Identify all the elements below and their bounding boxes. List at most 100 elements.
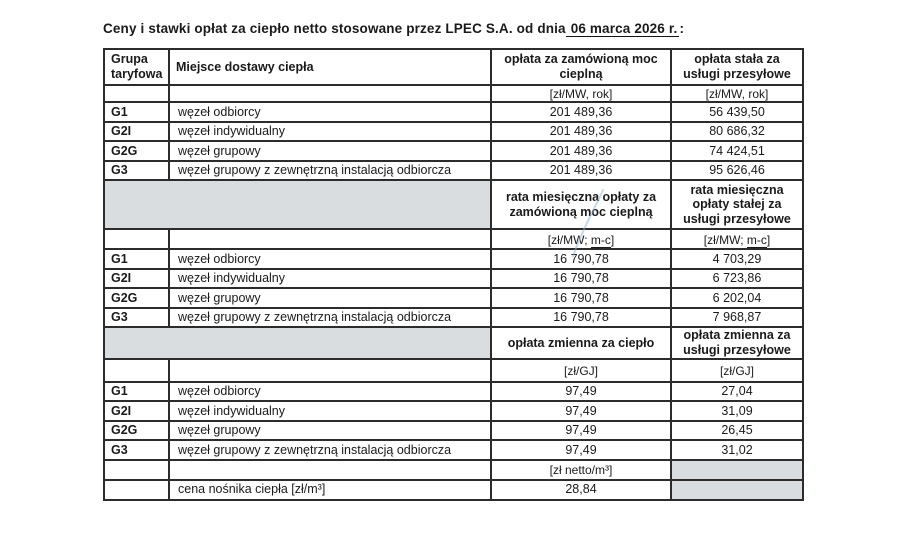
tariff-table: Grupa taryfowa Miejsce dostawy ciepła op… xyxy=(103,48,804,501)
unit-cell-transmission-2: [zł/MW; m-c] xyxy=(670,228,804,251)
group-cell: G2I xyxy=(103,267,170,290)
empty-cell xyxy=(103,228,170,251)
charge-value-cell: 16 790,78 xyxy=(490,267,672,290)
transmission-value-cell: 26,45 xyxy=(670,419,804,442)
group-cell: G3 xyxy=(103,306,170,329)
place-cell: węzeł odbiorcy xyxy=(168,380,492,403)
group-cell: G1 xyxy=(103,380,170,403)
transmission-value-cell: 4 703,29 xyxy=(670,248,804,270)
shaded-cell xyxy=(670,458,804,481)
table-row: G2G węzeł grupowy 16 790,78 6 202,04 xyxy=(103,287,804,309)
unit-cell-charge-3: [zł/GJ] xyxy=(490,357,672,383)
title-date: 06 marca 2026 r. xyxy=(565,21,680,37)
place-cell: węzeł indywidualny xyxy=(168,267,492,290)
shaded-cell xyxy=(670,478,804,501)
group-cell: G1 xyxy=(103,101,170,123)
transmission-value-cell: 31,09 xyxy=(670,400,804,422)
shaded-spacer-cell xyxy=(103,179,492,231)
transmission-value-cell: 95 626,46 xyxy=(670,159,804,182)
carrier-price-label: cena nośnika ciepła [zł/m³] xyxy=(168,478,492,501)
group-cell: G2G xyxy=(103,140,170,162)
transmission-value-cell: 56 439,50 xyxy=(670,101,804,123)
header-transmission-column-2: rata miesięczna opłaty stałej za usługi … xyxy=(670,179,804,231)
charge-value-cell: 16 790,78 xyxy=(490,248,672,270)
unit-row-1: [zł/MW, rok] [zł/MW, rok] xyxy=(103,83,804,104)
place-cell: węzeł grupowy xyxy=(168,419,492,442)
empty-cell xyxy=(168,228,492,251)
charge-value-cell: 16 790,78 xyxy=(490,287,672,309)
empty-cell xyxy=(103,458,170,481)
table-row: G1 węzeł odbiorcy 201 489,36 56 439,50 xyxy=(103,101,804,123)
charge-value-cell: 16 790,78 xyxy=(490,306,672,329)
table-row: G3 węzeł grupowy z zewnętrzną instalacją… xyxy=(103,306,804,329)
place-cell: węzeł grupowy xyxy=(168,287,492,309)
group-cell: G3 xyxy=(103,439,170,461)
header-charge-column-3: opłata zmienna za ciepło xyxy=(490,326,672,360)
place-cell: węzeł odbiorcy xyxy=(168,248,492,270)
group-cell: G2G xyxy=(103,419,170,442)
transmission-value-cell: 74 424,51 xyxy=(670,140,804,162)
empty-cell xyxy=(168,83,492,104)
table-header-row: Grupa taryfowa Miejsce dostawy ciepła op… xyxy=(103,48,804,86)
table-row: G2I węzeł indywidualny 97,49 31,09 xyxy=(103,400,804,422)
charge-value-cell: 97,49 xyxy=(490,400,672,422)
table-header-row: opłata zmienna za ciepło opłata zmienna … xyxy=(103,326,804,360)
place-cell: węzeł grupowy z zewnętrzną instalacją od… xyxy=(168,439,492,461)
charge-value-cell: 97,49 xyxy=(490,380,672,403)
transmission-value-cell: 80 686,32 xyxy=(670,120,804,143)
charge-value-cell: 201 489,36 xyxy=(490,101,672,123)
table-row: G1 węzeł odbiorcy 16 790,78 4 703,29 xyxy=(103,248,804,270)
place-cell: węzeł grupowy z zewnętrzną instalacją od… xyxy=(168,306,492,329)
page-title: Ceny i stawki opłat za ciepło netto stos… xyxy=(103,21,900,37)
empty-cell xyxy=(103,357,170,383)
place-cell: węzeł indywidualny xyxy=(168,120,492,143)
group-cell: G2I xyxy=(103,400,170,422)
charge-value-cell: 97,49 xyxy=(490,419,672,442)
group-cell: G1 xyxy=(103,248,170,270)
place-cell: węzeł grupowy xyxy=(168,140,492,162)
header-charge-column-1: opłata za zamówioną moc cieplną xyxy=(490,48,672,86)
charge-value-cell: 97,49 xyxy=(490,439,672,461)
header-place-column: Miejsce dostawy ciepła xyxy=(168,48,492,86)
header-charge-column-2: rata miesięczna opłaty za zamówioną moc … xyxy=(490,179,672,231)
header-group-column: Grupa taryfowa xyxy=(103,48,170,86)
charge-value-cell: 201 489,36 xyxy=(490,140,672,162)
carrier-price-value: 28,84 xyxy=(490,478,672,501)
empty-cell xyxy=(103,478,170,501)
empty-cell xyxy=(103,83,170,104)
header-transmission-column-3: opłata zmienna za usługi przesyłowe xyxy=(670,326,804,360)
unit-row-3: [zł/GJ] [zł/GJ] xyxy=(103,357,804,383)
transmission-value-cell: 31,02 xyxy=(670,439,804,461)
unit-row-bottom: [zł netto/m³] xyxy=(103,458,804,481)
unit-cell-charge-1: [zł/MW, rok] xyxy=(490,83,672,104)
unit-cell-transmission-1: [zł/MW, rok] xyxy=(670,83,804,104)
table-row: G2I węzeł indywidualny 201 489,36 80 686… xyxy=(103,120,804,143)
title-prefix: Ceny i stawki opłat za ciepło netto stos… xyxy=(103,21,566,36)
unit-row-2: [zł/MW; m-c] [zł/MW; m-c] xyxy=(103,228,804,251)
table-row: G3 węzeł grupowy z zewnętrzną instalacją… xyxy=(103,159,804,182)
title-suffix: : xyxy=(679,21,685,36)
charge-value-cell: 201 489,36 xyxy=(490,159,672,182)
transmission-value-cell: 6 202,04 xyxy=(670,287,804,309)
place-cell: węzeł grupowy z zewnętrzną instalacją od… xyxy=(168,159,492,182)
empty-cell xyxy=(168,357,492,383)
unit-cell-carrier: [zł netto/m³] xyxy=(490,458,672,481)
table-header-row: rata miesięczna opłaty za zamówioną moc … xyxy=(103,179,804,231)
transmission-value-cell: 6 723,86 xyxy=(670,267,804,290)
table-row-carrier-price: cena nośnika ciepła [zł/m³] 28,84 xyxy=(103,478,804,501)
place-cell: węzeł indywidualny xyxy=(168,400,492,422)
table-row: G3 węzeł grupowy z zewnętrzną instalacją… xyxy=(103,439,804,461)
transmission-value-cell: 27,04 xyxy=(670,380,804,403)
group-cell: G2I xyxy=(103,120,170,143)
table-row: G2I węzeł indywidualny 16 790,78 6 723,8… xyxy=(103,267,804,290)
shaded-spacer-cell xyxy=(103,326,492,360)
empty-cell xyxy=(168,458,492,481)
table-row: G2G węzeł grupowy 201 489,36 74 424,51 xyxy=(103,140,804,162)
unit-cell-transmission-3: [zł/GJ] xyxy=(670,357,804,383)
group-cell: G3 xyxy=(103,159,170,182)
place-cell: węzeł odbiorcy xyxy=(168,101,492,123)
table-row: G2G węzeł grupowy 97,49 26,45 xyxy=(103,419,804,442)
header-transmission-column-1: opłata stała za usługi przesyłowe xyxy=(670,48,804,86)
group-cell: G2G xyxy=(103,287,170,309)
table-row: G1 węzeł odbiorcy 97,49 27,04 xyxy=(103,380,804,403)
